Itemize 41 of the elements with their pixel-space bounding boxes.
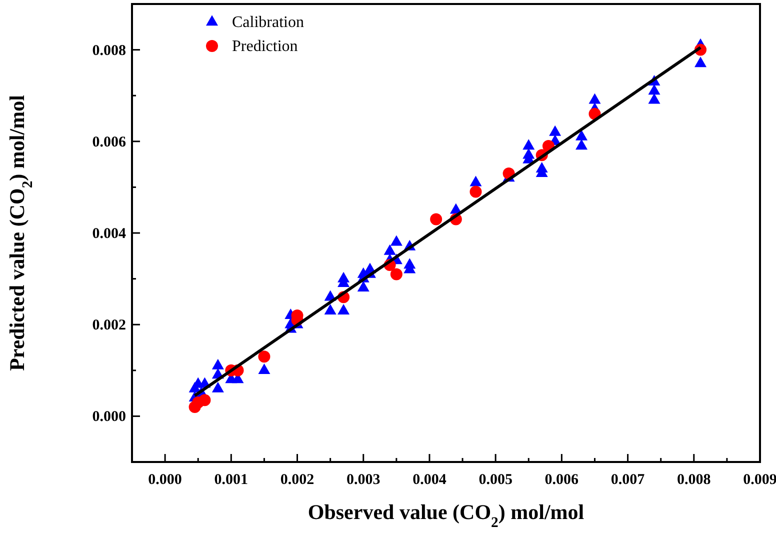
point [470,186,482,198]
point [390,235,402,246]
x-tick-label: 0.005 [478,472,512,488]
y-tick-label: 0.006 [92,134,126,150]
x-tick-label: 0.009 [743,472,776,488]
point [470,176,482,186]
legend-label: Prediction [232,38,298,55]
x-tick-label: 0.006 [544,472,580,488]
x-tick-label: 0.007 [610,472,646,488]
point [648,93,660,104]
point [430,213,442,226]
point [212,382,224,392]
point [384,244,396,255]
legend-label: Calibration [232,14,304,31]
point [576,130,588,140]
x-tick-label: 0.003 [346,472,380,488]
point [390,268,402,280]
point [212,358,224,370]
point [357,281,370,292]
x-tick-label: 0.001 [214,472,248,488]
x-tick-label: 0.004 [412,472,447,488]
point [576,139,588,150]
y-tick-label: 0.002 [92,318,126,334]
point [338,272,350,282]
x-tick-label: 0.008 [677,472,711,488]
x-tick-label: 0.002 [280,472,314,488]
point [522,139,535,150]
y-tick-label: 0.000 [92,409,126,426]
point [258,350,270,363]
point [198,394,211,406]
point [588,93,601,104]
point [324,304,336,314]
point [694,56,707,68]
point [338,304,350,314]
point [258,364,270,374]
x-tick-label: 0.000 [148,472,182,488]
point [549,125,562,136]
y-tick-label: 0.008 [92,42,126,59]
point [648,84,660,95]
x-axis-title: Observed value (CO$_{2}$) mol/mol [308,500,584,531]
y-tick-label: 0.004 [92,226,126,242]
